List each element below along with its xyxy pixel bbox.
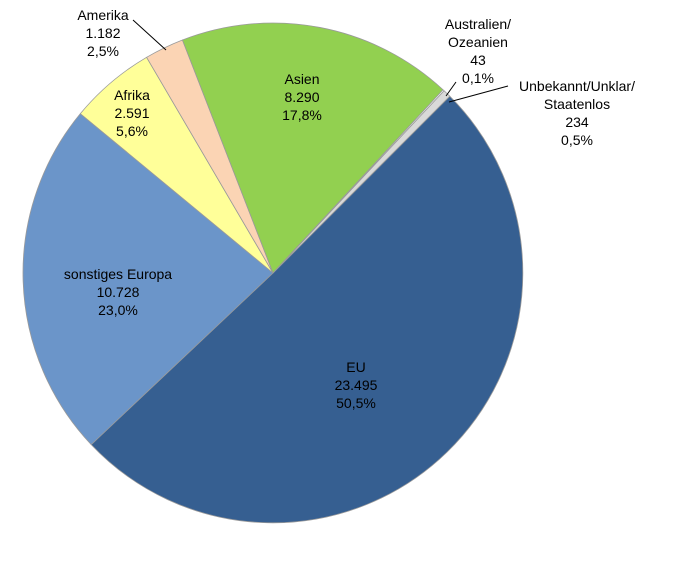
slice-label-australien-ozeanien: Australien/Ozeanien 43 0,1% <box>445 16 511 86</box>
slice-percent-sonstiges-europa: 23,0% <box>98 302 138 318</box>
leader-line-australien-ozeanien <box>445 81 457 97</box>
slices-layer <box>22 22 524 524</box>
slice-name-sonstiges-europa: sonstiges Europa <box>64 266 172 282</box>
slice-name-asien: Asien <box>284 71 319 87</box>
slice-name-afrika: Afrika <box>114 87 150 103</box>
slice-percent-afrika: 5,6% <box>116 123 148 139</box>
labels-layer: EU 23.495 50,5% sonstiges Europa 10.728 23,0%… <box>64 7 635 411</box>
pie-slice-asien <box>182 22 444 274</box>
pie-slice-sonstiges-europa <box>22 113 274 446</box>
slice-name-unbekannt-unklar-staatenlos: Staatenlos <box>544 96 610 112</box>
slice-percent-eu: 50,5% <box>336 395 376 411</box>
slice-percent-australien-ozeanien: 0,1% <box>462 70 494 86</box>
slice-label-eu: EU 23.495 50,5% <box>335 359 378 411</box>
slice-percent-unbekannt-unklar-staatenlos: 0,5% <box>561 132 593 148</box>
leader-line-amerika <box>132 19 167 51</box>
slice-name-unbekannt-unklar-staatenlos: Unbekannt/Unklar/ <box>519 78 635 94</box>
pie-slice-eu <box>90 95 524 524</box>
slice-label-amerika: Amerika 1.182 2,5% <box>77 7 129 59</box>
slice-name-eu: EU <box>346 359 365 375</box>
slice-percent-asien: 17,8% <box>282 107 322 123</box>
slice-label-afrika: Afrika 2.591 5,6% <box>114 87 150 139</box>
slice-value-eu: 23.495 <box>335 377 378 393</box>
slice-value-sonstiges-europa: 10.728 <box>97 284 140 300</box>
slice-value-asien: 8.290 <box>284 89 319 105</box>
slice-percent-amerika: 2,5% <box>87 43 119 59</box>
slice-label-sonstiges-europa: sonstiges Europa 10.728 23,0% <box>64 266 172 318</box>
slice-value-amerika: 1.182 <box>85 25 120 41</box>
slice-label-unbekannt-unklar-staatenlos: Unbekannt/Unklar/Staatenlos 234 0,5% <box>519 78 635 148</box>
slice-value-unbekannt-unklar-staatenlos: 234 <box>565 114 589 130</box>
leader-lines-layer <box>132 19 509 103</box>
slice-name-australien-ozeanien: Australien/ <box>445 16 511 32</box>
slice-value-afrika: 2.591 <box>114 105 149 121</box>
leader-line-unbekannt-unklar-staatenlos <box>448 85 509 103</box>
pie-slice-unbekannt-unklar-staatenlos <box>272 90 451 274</box>
slice-name-australien-ozeanien: Ozeanien <box>448 34 508 50</box>
slice-label-asien: Asien 8.290 17,8% <box>282 71 322 123</box>
slice-name-amerika: Amerika <box>77 7 129 23</box>
slice-value-australien-ozeanien: 43 <box>470 52 486 68</box>
